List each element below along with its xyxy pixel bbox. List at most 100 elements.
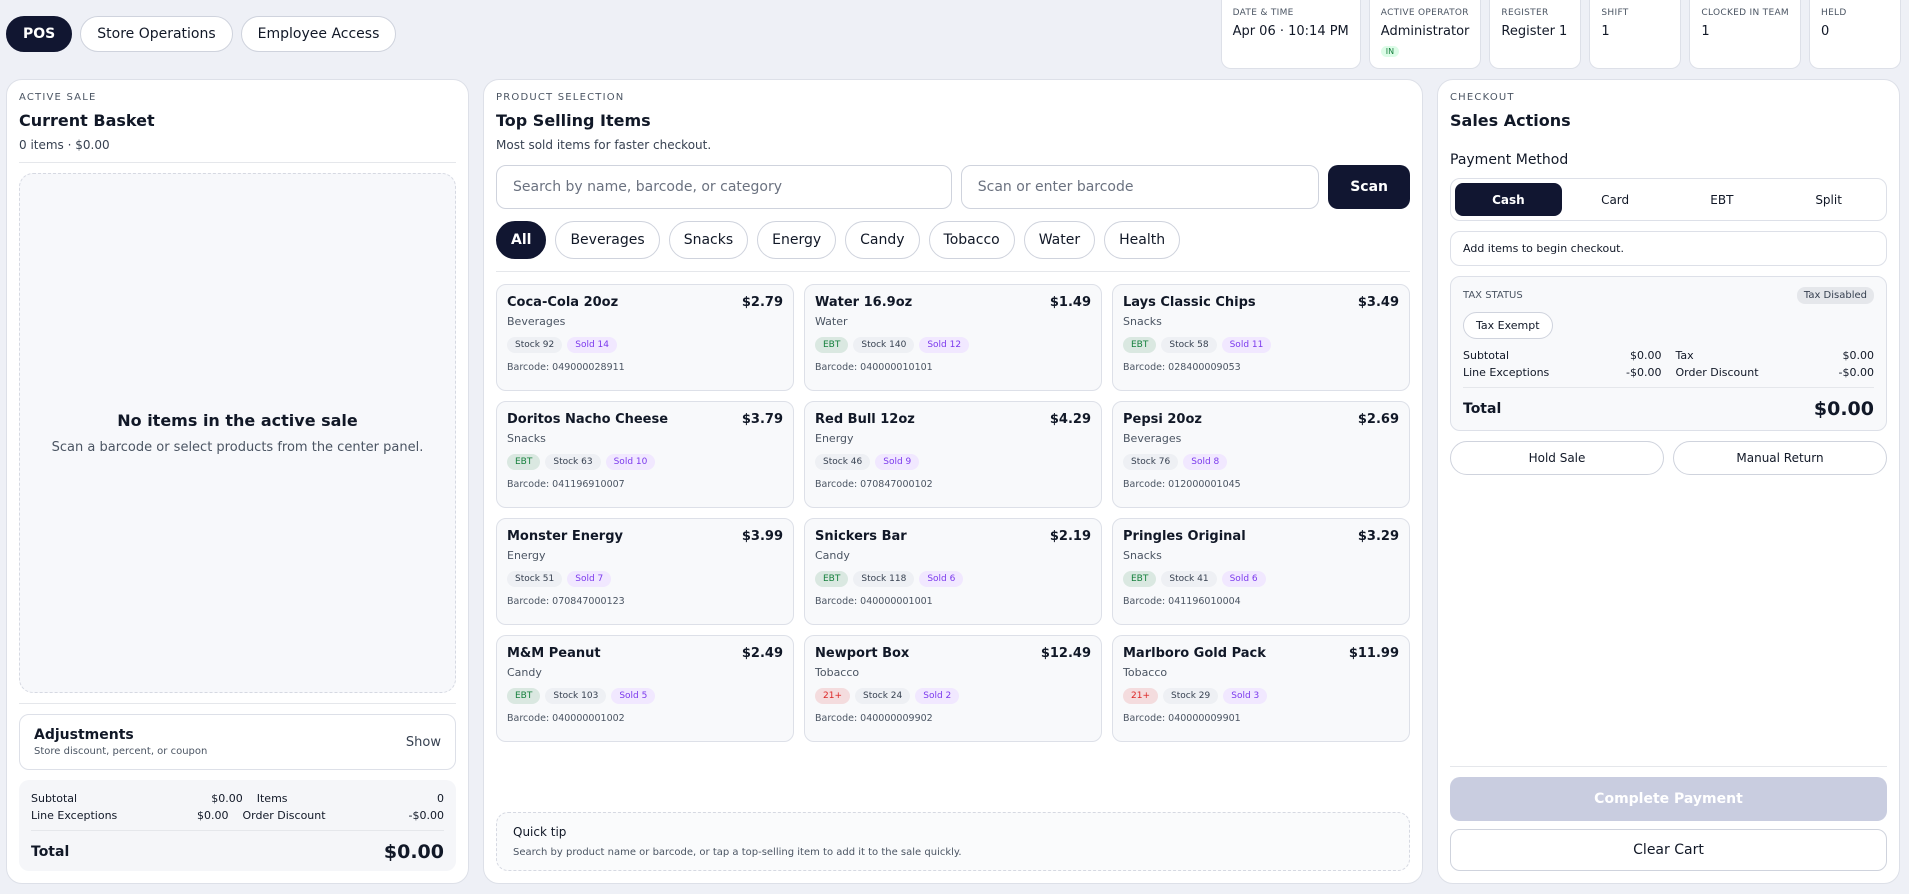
product-card[interactable]: Lays Classic Chips $3.49 Snacks EBT Stock 58… bbox=[1112, 284, 1410, 391]
row-label: Tax bbox=[1675, 349, 1694, 362]
stock-tag: Stock 46 bbox=[815, 454, 871, 470]
product-card[interactable]: Water 16.9oz $1.49 Water EBT Stock 140 Sold 1… bbox=[804, 284, 1102, 391]
product-grid: Coca-Cola 20oz $2.79 Beverages Stock 92 Sold… bbox=[496, 284, 1410, 742]
row-label: Line Exceptions bbox=[1463, 366, 1550, 379]
product-name: M&M Peanut bbox=[507, 646, 601, 661]
total-value: $0.00 bbox=[383, 841, 444, 863]
complete-payment: Complete Payment bbox=[1450, 777, 1887, 821]
nav-tab[interactable]: POS bbox=[6, 16, 73, 52]
sold-tag: Sold 3 bbox=[1223, 688, 1268, 704]
basket-panel: ACTIVE SALE Current Basket 0 items · $0.00… bbox=[6, 79, 469, 884]
adj-toggle[interactable]: Show bbox=[405, 734, 441, 750]
top-bar: POS Store Operations Employee Access DATE &… bbox=[0, 0, 1909, 72]
product-category: Candy bbox=[507, 666, 542, 679]
tags: EBT Stock 140 Sold 12 bbox=[815, 337, 1091, 353]
row-value: $0.00 bbox=[211, 792, 243, 805]
barcode: Barcode: 040000001001 bbox=[815, 596, 933, 607]
search-row: Search by name, barcode, or category Scan… bbox=[496, 165, 1410, 209]
tax-head: TAX STATUS Tax Disabled bbox=[1463, 287, 1874, 304]
payment-method[interactable]: EBT bbox=[1710, 192, 1734, 207]
total-label: Total bbox=[1463, 401, 1502, 417]
status-label: SHIFT bbox=[1601, 8, 1629, 18]
tax-exempt[interactable]: Tax Exempt bbox=[1463, 312, 1553, 339]
product-category: Snacks bbox=[1123, 315, 1162, 328]
sold-tag: Sold 11 bbox=[1221, 337, 1272, 353]
category-pill[interactable]: Tobacco bbox=[928, 221, 1015, 259]
manual-return[interactable]: Manual Return bbox=[1673, 441, 1887, 475]
product-card[interactable]: Snickers Bar $2.19 Candy EBT Stock 118 Sold 6… bbox=[804, 518, 1102, 625]
empty-state: No items in the active sale Scan a barcod… bbox=[19, 173, 456, 693]
product-card[interactable]: M&M Peanut $2.49 Candy EBT Stock 103 Sold 5 Ba… bbox=[496, 635, 794, 742]
category-pill[interactable]: Health bbox=[1104, 221, 1181, 259]
status-card: ACTIVE OPERATOR Administrator IN bbox=[1368, 0, 1482, 69]
payment-method[interactable]: Cash bbox=[1455, 183, 1562, 216]
nav-tab[interactable]: Employee Access bbox=[240, 16, 397, 52]
summary-row: Subtotal $0.00 Items 0 bbox=[31, 792, 444, 805]
product-name: Snickers Bar bbox=[815, 529, 907, 544]
eyebrow: CHECKOUT bbox=[1450, 92, 1515, 103]
total-label: Total bbox=[31, 844, 70, 860]
product-name: Lays Classic Chips bbox=[1123, 295, 1256, 310]
status-label: REGISTER bbox=[1501, 8, 1549, 18]
product-card[interactable]: Marlboro Gold Pack $11.99 Tobacco 21+ Stock … bbox=[1112, 635, 1410, 742]
divider bbox=[19, 703, 456, 704]
nav-tab[interactable]: Store Operations bbox=[80, 16, 233, 52]
category-pill[interactable]: Energy bbox=[757, 221, 837, 259]
hold-sale[interactable]: Hold Sale bbox=[1450, 441, 1664, 475]
panel-title: Top Selling Items bbox=[496, 111, 651, 130]
product-card[interactable]: Coca-Cola 20oz $2.79 Beverages Stock 92 Sold… bbox=[496, 284, 794, 391]
sold-tag: Sold 10 bbox=[605, 454, 656, 470]
product-category: Energy bbox=[507, 549, 546, 562]
payment-method[interactable]: Card bbox=[1601, 192, 1630, 207]
scan-button[interactable]: Scan bbox=[1328, 165, 1410, 209]
barcode-input[interactable]: Scan or enter barcode bbox=[960, 165, 1320, 209]
total-row: Total $0.00 bbox=[31, 830, 444, 863]
status-label: HELD bbox=[1821, 8, 1847, 18]
divider bbox=[19, 162, 456, 163]
sold-tag: Sold 8 bbox=[1183, 454, 1228, 470]
search-input[interactable]: Search by name, barcode, or category bbox=[496, 165, 952, 209]
product-card[interactable]: Red Bull 12oz $4.29 Energy Stock 46 Sold 9 Ba… bbox=[804, 401, 1102, 508]
product-card[interactable]: Doritos Nacho Cheese $3.79 Snacks EBT Stock … bbox=[496, 401, 794, 508]
product-price: $3.99 bbox=[741, 529, 783, 544]
eyebrow: ACTIVE SALE bbox=[19, 92, 97, 103]
tags: Stock 51 Sold 7 bbox=[507, 571, 783, 587]
stock-tag: Stock 24 bbox=[855, 688, 911, 704]
product-price: $1.49 bbox=[1049, 295, 1091, 310]
card-head: Pringles Original $3.29 bbox=[1123, 529, 1399, 544]
tags: Stock 76 Sold 8 bbox=[1123, 454, 1399, 470]
payment-method[interactable]: Split bbox=[1815, 192, 1842, 207]
flag-tag: EBT bbox=[507, 454, 541, 470]
card-head: Monster Energy $3.99 bbox=[507, 529, 783, 544]
row-label: Subtotal bbox=[31, 792, 78, 805]
section-label: Payment Method bbox=[1450, 152, 1569, 168]
category-pill[interactable]: Water bbox=[1023, 221, 1096, 259]
card-head: Coca-Cola 20oz $2.79 bbox=[507, 295, 783, 310]
product-category: Tobacco bbox=[815, 666, 860, 679]
product-card[interactable]: Monster Energy $3.99 Energy Stock 51 Sold 7 B… bbox=[496, 518, 794, 625]
row-label: Items bbox=[256, 792, 288, 805]
product-card[interactable]: Pepsi 20oz $2.69 Beverages Stock 76 Sold 8 Ba… bbox=[1112, 401, 1410, 508]
tags: Stock 46 Sold 9 bbox=[815, 454, 1091, 470]
barcode: Barcode: 040000001002 bbox=[507, 713, 625, 724]
product-name: Pringles Original bbox=[1123, 529, 1246, 544]
barcode: Barcode: 040000009901 bbox=[1123, 713, 1241, 724]
category-pill[interactable]: All bbox=[496, 221, 547, 259]
total-row: Total $0.00 bbox=[1463, 387, 1874, 420]
row-value: -$0.00 bbox=[1626, 366, 1662, 379]
sold-tag: Sold 6 bbox=[1221, 571, 1266, 587]
product-card[interactable]: Newport Box $12.49 Tobacco 21+ Stock 24 Sold … bbox=[804, 635, 1102, 742]
category-pill[interactable]: Beverages bbox=[555, 221, 660, 259]
tabs: POS Store Operations Employee Access bbox=[6, 16, 397, 52]
summary-row: Subtotal $0.00 Tax $0.00 bbox=[1463, 349, 1874, 362]
product-price: $2.79 bbox=[741, 295, 783, 310]
product-price: $2.69 bbox=[1357, 412, 1399, 427]
product-card[interactable]: Pringles Original $3.29 Snacks EBT Stock 41 S… bbox=[1112, 518, 1410, 625]
checkout-note: Add items to begin checkout. bbox=[1450, 231, 1887, 266]
category-pill[interactable]: Candy bbox=[845, 221, 920, 259]
row-value: $0.00 bbox=[197, 809, 229, 822]
stock-tag: Stock 29 bbox=[1163, 688, 1219, 704]
flag-tag: EBT bbox=[1123, 571, 1157, 587]
category-pill[interactable]: Snacks bbox=[668, 221, 749, 259]
clear-cart[interactable]: Clear Cart bbox=[1450, 829, 1887, 871]
